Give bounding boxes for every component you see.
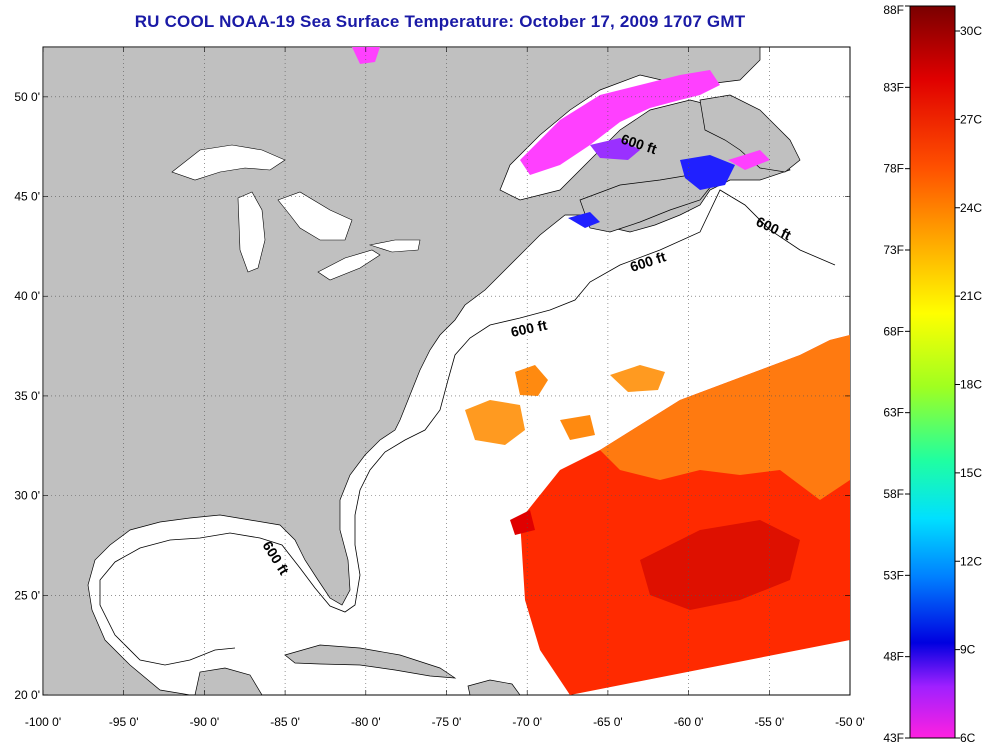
- colorbar: [909, 5, 956, 739]
- colorbar-celsius-labels: 30C 27C 24C 21C 18C 15C 12C 9C 6C: [955, 24, 982, 745]
- colorbar-f-label: 73F: [883, 243, 904, 257]
- latitude-label: 35 0': [14, 389, 40, 403]
- latitude-labels: 50 0' 45 0' 40 0' 35 0' 30 0' 25 0' 20 0': [14, 90, 40, 702]
- longitude-label: -75 0': [432, 715, 462, 729]
- sst-orange-band: [600, 335, 850, 500]
- colorbar-f-label: 53F: [883, 568, 904, 582]
- lake-ontario: [368, 239, 421, 253]
- colorbar-f-label: 43F: [883, 731, 904, 745]
- colorbar-c-label: 12C: [960, 554, 982, 568]
- latitude-label: 50 0': [14, 90, 40, 104]
- colorbar-f-label: 63F: [883, 406, 904, 420]
- land-newfoundland: [699, 94, 801, 173]
- sst-orange-blob-3: [610, 365, 665, 392]
- colorbar-f-label: 88F: [883, 3, 904, 17]
- sst-purple-patch: [590, 138, 640, 160]
- sst-orange-blob-2: [515, 365, 548, 396]
- graticule: [42, 47, 851, 696]
- colorbar-f-label: 48F: [883, 650, 904, 664]
- longitude-label: -85 0': [270, 715, 300, 729]
- lake-huron: [277, 191, 353, 241]
- longitude-label: -65 0': [593, 715, 623, 729]
- longitude-label: -90 0': [190, 715, 220, 729]
- sst-magenta-patch-3: [728, 150, 770, 170]
- longitude-label: -70 0': [512, 715, 542, 729]
- colorbar-c-label: 30C: [960, 24, 982, 38]
- lake-michigan: [237, 191, 266, 273]
- colorbar-c-label: 18C: [960, 378, 982, 392]
- land-nova-scotia: [579, 174, 713, 233]
- colorbar-c-label: 27C: [960, 112, 982, 126]
- colorbar-c-label: 24C: [960, 201, 982, 215]
- sst-cold-patch: [520, 70, 720, 175]
- longitude-labels: -100 0' -95 0' -90 0' -85 0' -80 0' -75 0' -70…: [25, 715, 865, 729]
- longitude-label: -80 0': [351, 715, 381, 729]
- latitude-label: 30 0': [14, 489, 40, 503]
- latitude-label: 40 0': [14, 289, 40, 303]
- colorbar-f-label: 58F: [883, 487, 904, 501]
- land-hispaniola: [467, 679, 521, 695]
- sst-orange-blob-1: [465, 400, 525, 445]
- longitude-label: -100 0': [25, 715, 61, 729]
- sst-blue-patch-2: [568, 212, 600, 228]
- colorbar-c-label: 6C: [960, 731, 976, 745]
- colorbar-f-label: 78F: [883, 162, 904, 176]
- lake-superior: [171, 144, 286, 181]
- colorbar-fahrenheit-labels: 88F 83F 78F 73F 68F 63F 58F 53F 48F 43F: [883, 3, 910, 745]
- sst-red-blob: [510, 510, 535, 535]
- land-cuba: [284, 644, 457, 679]
- latitude-label: 20 0': [14, 688, 40, 702]
- sst-blue-patch: [680, 155, 735, 190]
- longitude-label: -95 0': [109, 715, 139, 729]
- latitude-label: 25 0': [14, 588, 40, 602]
- colorbar-f-label: 68F: [883, 324, 904, 338]
- map-title: RU COOL NOAA-19 Sea Surface Temperature:…: [134, 12, 746, 31]
- sst-orange-blob-4: [560, 415, 595, 440]
- colorbar-f-label: 83F: [883, 80, 904, 94]
- sst-darkred-core: [640, 520, 800, 610]
- colorbar-c-label: 21C: [960, 289, 982, 303]
- longitude-label: -50 0': [835, 715, 865, 729]
- colorbar-c-label: 9C: [960, 643, 976, 657]
- isobath-600ft: [99, 189, 836, 666]
- colorbar-c-label: 15C: [960, 466, 982, 480]
- longitude-label: -55 0': [754, 715, 784, 729]
- longitude-label: -60 0': [674, 715, 704, 729]
- lake-erie: [317, 249, 381, 281]
- land-yucatan: [194, 667, 263, 695]
- latitude-label: 45 0': [14, 190, 40, 204]
- isobath-label-georges-bank: 600 ft: [509, 317, 548, 340]
